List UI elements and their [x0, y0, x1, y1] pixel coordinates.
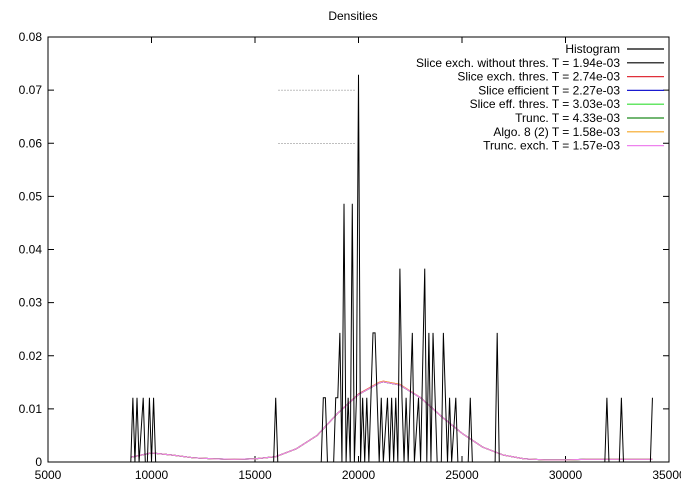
x-tick-label: 30000 [549, 468, 583, 482]
y-tick-label: 0.08 [19, 30, 43, 44]
chart-title: Densities [328, 9, 377, 23]
x-tick-label: 5000 [35, 468, 62, 482]
legend-label: Trunc. exch. T = 1.57e-03 [483, 139, 620, 153]
legend-label: Slice eff. thres. T = 3.03e-03 [470, 97, 621, 111]
legend-label: Histogram [565, 42, 620, 56]
y-tick-label: 0 [35, 455, 42, 469]
y-tick-label: 0.04 [19, 243, 43, 257]
y-tick-label: 0.03 [19, 296, 43, 310]
legend-label: Trunc. T = 4.33e-03 [515, 111, 620, 125]
x-tick-label: 20000 [342, 468, 376, 482]
density-series-line [130, 380, 653, 461]
y-tick-label: 0.07 [19, 83, 43, 97]
y-tick-label: 0.01 [19, 402, 43, 416]
density-series-line [130, 381, 653, 461]
y-tick-label: 0.02 [19, 349, 43, 363]
histogram-line [130, 74, 653, 463]
legend-label: Algo. 8 (2) T = 1.58e-03 [493, 125, 620, 139]
y-tick-label: 0.06 [19, 136, 43, 150]
y-tick-label: 0.05 [19, 189, 43, 203]
density-series-line [130, 381, 653, 461]
legend-label: Slice efficient T = 2.27e-03 [478, 83, 620, 97]
x-tick-label: 25000 [445, 468, 479, 482]
density-series-line [130, 381, 653, 461]
legend-label: Slice exch. thres. T = 2.74e-03 [457, 70, 620, 84]
density-series-line [130, 381, 653, 461]
legend-label: Slice exch. without thres. T = 1.94e-03 [416, 56, 620, 70]
density-series-line [130, 381, 653, 461]
x-tick-label: 15000 [238, 468, 272, 482]
plot-area [130, 74, 653, 463]
x-tick-label: 10000 [135, 468, 169, 482]
density-series-line [130, 380, 653, 461]
